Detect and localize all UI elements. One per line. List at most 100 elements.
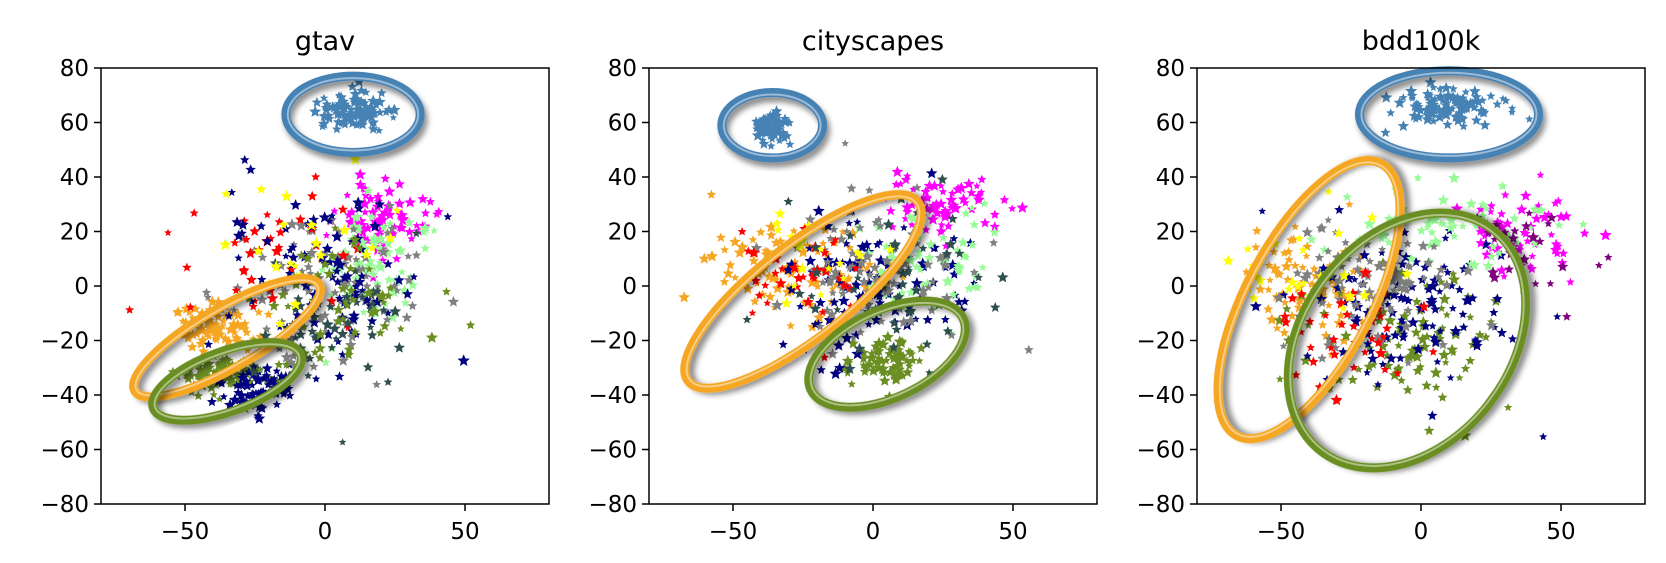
scatter-point	[368, 212, 377, 221]
scatter-point	[845, 274, 853, 282]
scatter-point	[771, 268, 780, 277]
scatter-point	[954, 248, 965, 258]
scatter-point	[1336, 289, 1345, 297]
scatter-point	[1305, 316, 1315, 326]
scatter-point	[348, 286, 361, 298]
scatter-point	[332, 315, 344, 327]
panel-bdd100k: bdd100k 80 60 40 20 0 −20 −40 −60 −80 −50 0 50	[1136, 26, 1646, 545]
scatter-point	[940, 314, 950, 324]
scatter-point	[925, 167, 938, 179]
scatter-point	[307, 326, 318, 336]
scatter-point	[353, 75, 365, 87]
scatter-point	[248, 301, 258, 311]
scatter-point	[373, 191, 384, 202]
scatter-point	[275, 322, 284, 331]
scatter-point	[287, 251, 299, 263]
scatter-point	[1252, 225, 1262, 236]
scatter-point	[1455, 285, 1465, 294]
scatter-point	[219, 238, 232, 250]
scatter-point	[1399, 93, 1408, 102]
scatter-point	[404, 226, 415, 237]
scatter-point	[775, 277, 787, 289]
scatter-point	[1516, 241, 1525, 250]
scatter-point	[1317, 353, 1328, 363]
scatter-point	[811, 267, 822, 278]
scatter-point	[822, 249, 833, 260]
scatter-point	[356, 112, 369, 125]
y-tick-label: −60	[40, 438, 89, 464]
scatter-point	[888, 341, 900, 353]
scatter-point	[308, 311, 321, 323]
chart-title: bdd100k	[1362, 26, 1481, 57]
scatter-point	[748, 309, 757, 317]
scatter-point	[338, 108, 348, 117]
scatter-point	[270, 244, 283, 257]
scatter-point	[276, 371, 287, 381]
scatter-point	[356, 218, 368, 231]
scatter-point	[846, 283, 855, 292]
scatter-point	[957, 236, 969, 248]
scatter-point	[1314, 252, 1325, 262]
scatter-point	[779, 113, 791, 124]
scatter-point	[310, 236, 323, 249]
scatter-point	[1423, 284, 1434, 294]
scatter-point	[964, 283, 975, 293]
scatter-point	[829, 225, 839, 234]
scatter-point	[748, 255, 760, 266]
scatter-point	[764, 291, 776, 302]
scatter-point	[863, 247, 875, 258]
scatter-point	[1395, 275, 1408, 287]
scatter-point	[1450, 231, 1459, 241]
scatter-point	[900, 223, 908, 232]
scatter-point	[1546, 212, 1557, 223]
scatter-point	[210, 367, 218, 375]
scatter-point	[349, 87, 362, 99]
scatter-point	[384, 274, 394, 285]
scatter-point	[222, 335, 235, 347]
scatter-point	[1440, 82, 1452, 94]
scatter-point	[1422, 88, 1434, 99]
scatter-point	[1535, 236, 1545, 246]
scatter-point	[393, 197, 406, 209]
scatter-point	[856, 327, 865, 337]
y-tick-label: −80	[588, 492, 637, 518]
scatter-point	[366, 323, 375, 331]
scatter-point	[1448, 273, 1461, 285]
scatter-point	[782, 264, 794, 275]
scatter-point	[1344, 289, 1356, 302]
scatter-point	[335, 91, 344, 99]
scatter-point	[1341, 238, 1350, 247]
y-tick-label: 40	[60, 165, 89, 191]
scatter-point	[1299, 354, 1312, 366]
scatter-point	[1496, 327, 1508, 338]
scatter-point	[231, 318, 244, 331]
scatter-point	[371, 295, 384, 307]
scatter-point	[305, 353, 315, 363]
y-tick-label: −40	[1136, 383, 1185, 409]
scatter-point	[1333, 228, 1344, 238]
scatter-point	[839, 274, 848, 282]
scatter-point	[232, 308, 245, 321]
scatter-point	[1389, 285, 1399, 295]
scatter-point	[334, 293, 345, 303]
scatter-point	[1476, 204, 1486, 214]
scatter-point	[242, 327, 252, 337]
scatter-point	[353, 256, 365, 268]
scatter-point	[420, 243, 430, 253]
scatter-point	[1398, 331, 1409, 342]
scatter-point	[239, 318, 250, 329]
scatter-point	[319, 310, 330, 320]
scatter-point	[1384, 314, 1397, 326]
scatter-point	[352, 119, 362, 129]
scatter-point	[1422, 217, 1434, 228]
scatter-point	[1363, 368, 1371, 376]
x-tick-label: 50	[450, 519, 479, 545]
scatter-point	[1510, 240, 1519, 248]
scatter-point	[255, 365, 265, 374]
scatter-point	[1523, 236, 1532, 245]
scatter-point	[1324, 187, 1333, 196]
scatter-point	[341, 297, 350, 306]
scatter-point	[384, 232, 396, 243]
scatter-point	[203, 361, 215, 373]
scatter-point	[1429, 242, 1439, 251]
